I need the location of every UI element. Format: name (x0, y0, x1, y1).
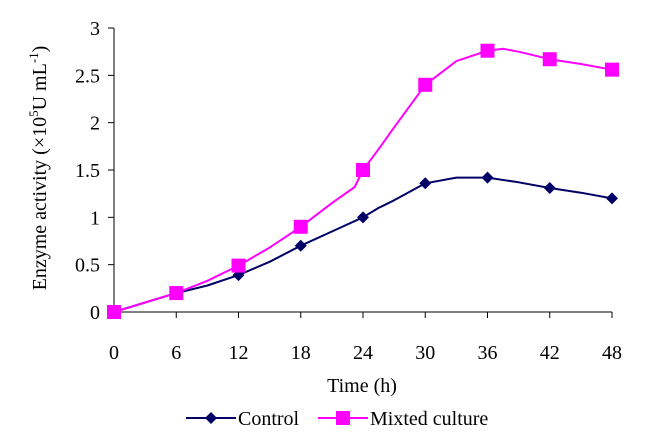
y-tick-label: 2.5 (75, 65, 100, 87)
data-point-control (357, 211, 369, 224)
y-axis-title-unit: U mL (29, 63, 51, 110)
series-mixted-culture (107, 43, 619, 319)
x-tick-label: 48 (602, 342, 622, 364)
series-line-mixted-culture (113, 47, 613, 313)
y-tick-label: 0 (90, 302, 100, 324)
x-tick-label: 42 (540, 342, 560, 364)
legend-item-control: Control (186, 408, 300, 430)
y-ticks: 0 0.5 1 1.5 2 2.5 3 (75, 18, 114, 324)
x-axis-title: Time (h) (327, 375, 397, 397)
y-axis-title: Enzyme activity (×105U mL-1) (26, 46, 51, 291)
x-ticks: 0 6 12 18 24 30 36 42 48 (109, 312, 622, 364)
x-tick-label: 18 (291, 342, 311, 364)
data-point-control (419, 177, 432, 190)
legend: Control Mixted culture (186, 408, 488, 430)
series-control (108, 171, 618, 318)
x-tick-label: 30 (415, 342, 435, 364)
data-point-control (294, 239, 307, 252)
y-axis-title-main: Enzyme activity (×10 (29, 117, 51, 290)
y-tick-label: 0.5 (75, 255, 100, 277)
data-point-mixted-culture (605, 62, 619, 77)
legend-swatch-marker (336, 411, 350, 425)
data-point-control (481, 171, 494, 184)
data-point-mixted-culture (231, 258, 246, 273)
y-tick-label: 1 (90, 207, 100, 229)
data-point-mixted-culture (107, 305, 121, 319)
data-point-mixted-culture (356, 163, 370, 177)
y-tick-label: 2 (90, 113, 100, 135)
data-point-control (543, 181, 556, 194)
y-tick-label: 3 (90, 18, 100, 40)
data-point-mixted-culture (293, 219, 308, 234)
y-axis-title-unit-exponent: -1 (26, 52, 41, 63)
legend-label: Mixted culture (370, 408, 488, 430)
y-tick-label: 1.5 (75, 160, 100, 182)
legend-swatch-marker (205, 412, 217, 424)
data-point-mixted-culture (169, 286, 184, 301)
x-tick-label: 24 (353, 342, 373, 364)
data-point-mixted-culture (418, 77, 433, 92)
series-line-control (113, 176, 613, 313)
legend-item-mixted-culture: Mixted culture (318, 408, 488, 430)
y-axis-title-exponent: 5 (26, 110, 41, 117)
x-tick-label: 12 (229, 342, 249, 364)
x-tick-label: 6 (171, 342, 181, 364)
data-point-mixted-culture (480, 43, 495, 58)
legend-label: Control (238, 408, 300, 430)
x-tick-label: 36 (478, 342, 498, 364)
y-axis-title-close: ) (29, 46, 51, 53)
series-layer (107, 43, 619, 319)
x-tick-label: 0 (109, 342, 119, 364)
data-point-mixted-culture (542, 52, 557, 67)
data-point-control (606, 192, 618, 205)
